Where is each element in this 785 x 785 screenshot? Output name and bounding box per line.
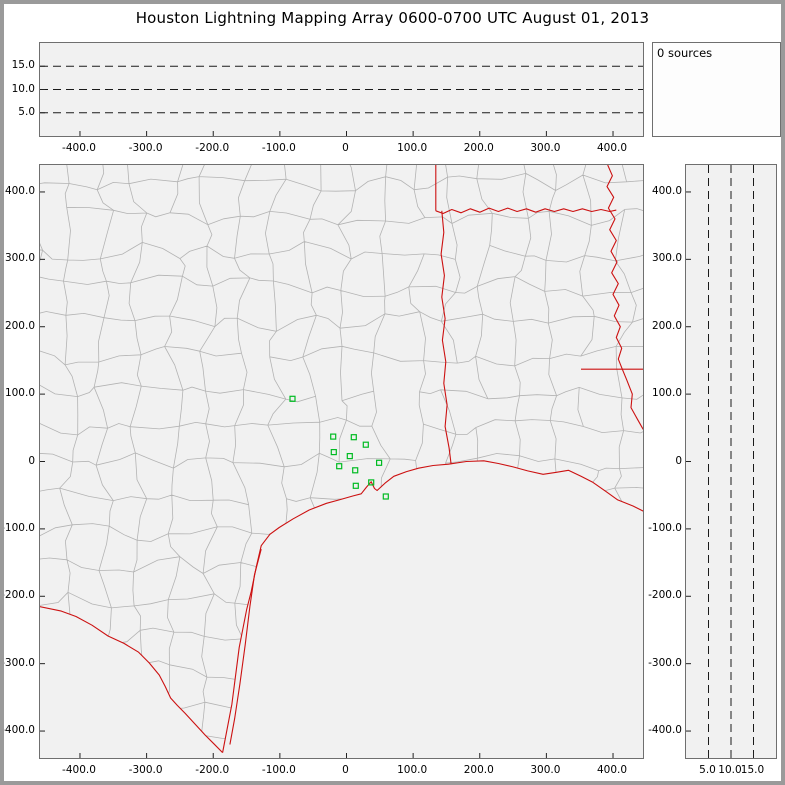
tick-label: 300.0 <box>4 252 35 265</box>
page-title: Houston Lightning Mapping Array 0600-070… <box>135 9 650 27</box>
tick-label: -200.0 <box>195 142 230 154</box>
tick-label: -400.0 <box>62 764 96 776</box>
tick-label: -300.0 <box>128 142 163 154</box>
source-count-label: 0 sources <box>657 46 713 60</box>
source-histogram-panel[interactable]: 0 sources <box>652 42 781 137</box>
tick-label: 200.0 <box>463 764 494 776</box>
plan-view-map <box>40 165 643 758</box>
station-marker <box>368 479 375 486</box>
coastline <box>222 460 643 753</box>
tick-label: -400.0 <box>62 142 96 154</box>
station-marker <box>346 453 353 460</box>
station-marker <box>352 482 359 489</box>
tick-label: -100.0 <box>1 521 35 534</box>
tick-label: 100.0 <box>651 387 682 400</box>
tick-label: 200.0 <box>4 319 35 332</box>
tick-label: 5.0 <box>699 764 716 776</box>
barrier-island <box>229 548 262 745</box>
tick-label: -200.0 <box>648 589 682 602</box>
ew-altitude-panel[interactable] <box>39 42 644 137</box>
tick-label: 15.0 <box>740 764 765 776</box>
station-marker <box>330 449 337 456</box>
station-marker <box>376 459 383 466</box>
tick-label: 100.0 <box>4 387 35 400</box>
tx-east-border <box>440 210 452 465</box>
station-marker <box>362 441 369 448</box>
station-marker <box>289 395 296 402</box>
tick-label: -400.0 <box>1 724 35 737</box>
station-marker <box>350 434 357 441</box>
tick-label: 300.0 <box>530 764 561 776</box>
tick-label: 400.0 <box>596 142 628 154</box>
tick-label: 300.0 <box>651 252 682 265</box>
tick-label: 400.0 <box>596 764 628 776</box>
red-river <box>435 207 617 215</box>
tick-label: -300.0 <box>128 764 163 776</box>
plan-view-map-panel[interactable] <box>39 164 644 759</box>
tick-label: -200.0 <box>1 589 35 602</box>
tick-label: 0 <box>342 764 349 776</box>
tick-label: -300.0 <box>648 656 682 669</box>
station-marker <box>336 463 343 470</box>
tick-label: 400.0 <box>651 184 682 197</box>
tick-label: 10.0 <box>11 82 35 95</box>
tick-label: 0 <box>675 454 682 467</box>
tick-label: 0 <box>342 142 349 154</box>
tick-label: 100.0 <box>397 142 428 154</box>
tick-label: 10.0 <box>718 764 742 776</box>
tick-label: -100.0 <box>648 521 682 534</box>
ms-river <box>606 165 643 431</box>
station-marker <box>352 467 359 474</box>
tick-label: -100.0 <box>261 142 296 154</box>
tick-label: 400.0 <box>4 184 35 197</box>
tick-label: 5.0 <box>18 105 35 118</box>
rio-grande <box>40 606 223 753</box>
station-marker <box>382 493 389 500</box>
ns-altitude-plot <box>686 165 754 758</box>
tick-label: 300.0 <box>530 142 561 154</box>
station-marker <box>330 433 337 440</box>
ew-altitude-plot <box>40 65 643 136</box>
ns-altitude-panel[interactable] <box>685 164 777 759</box>
tick-label: -200.0 <box>195 764 230 776</box>
tick-label: -100.0 <box>261 764 296 776</box>
tick-label: 15.0 <box>11 59 35 72</box>
tick-label: -400.0 <box>648 724 682 737</box>
tick-label: 200.0 <box>463 142 494 154</box>
county-boundaries <box>40 165 643 753</box>
tick-label: 200.0 <box>651 319 682 332</box>
tick-label: 100.0 <box>397 764 428 776</box>
tick-label: 0 <box>28 454 35 467</box>
tick-label: -300.0 <box>1 656 35 669</box>
